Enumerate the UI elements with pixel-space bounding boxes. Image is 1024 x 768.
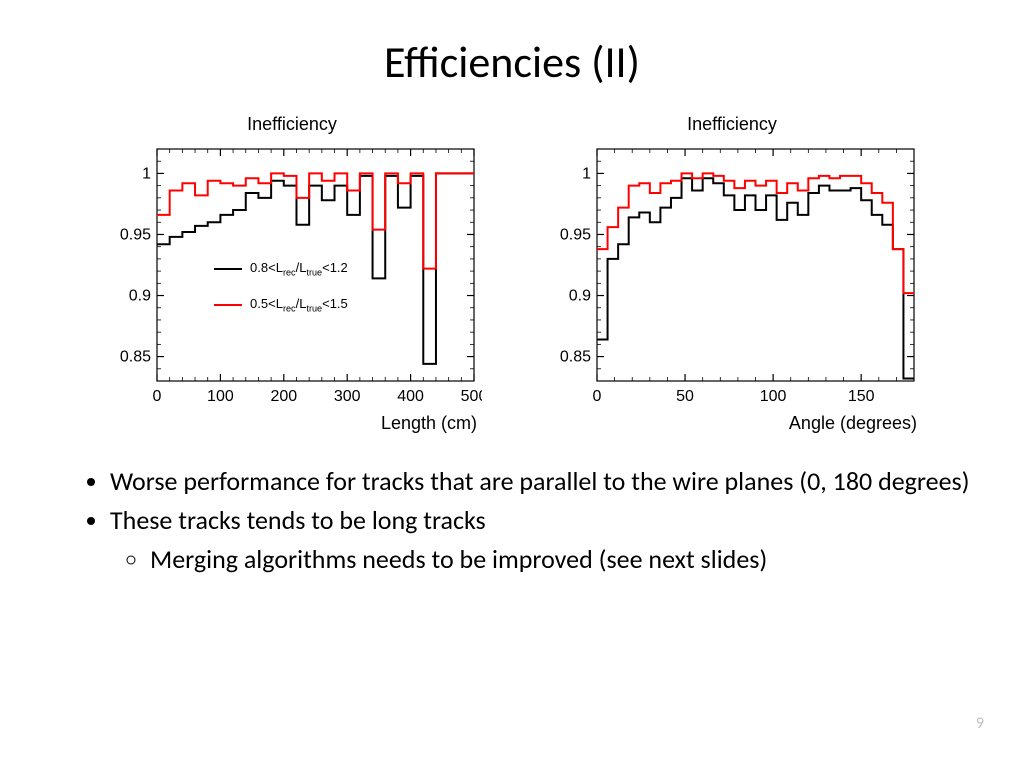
svg-text:300: 300 [334, 388, 361, 405]
chart-right-plot: 0.85 0.9 0.95 1 0 50 100 150 [542, 141, 922, 411]
chart-right: Inefficiency 0.85 0.9 0.95 1 0 50 100 150 Angle… [542, 114, 922, 434]
charts-row: Inefficiency 0.85 0.9 0.95 1 0 100 200 300 400 50… [50, 114, 974, 434]
page-title: Efficiencies (II) [50, 35, 974, 89]
bullet-list: Worse performance for tracks that are pa… [50, 464, 974, 577]
svg-text:0.85: 0.85 [560, 349, 591, 366]
chart-right-svg: 0.85 0.9 0.95 1 0 50 100 150 [542, 141, 922, 411]
svg-text:500: 500 [461, 388, 482, 405]
legend-swatch [214, 268, 242, 270]
chart-right-xlabel: Angle (degrees) [542, 413, 922, 434]
svg-text:0.9: 0.9 [569, 288, 591, 305]
page-number: 9 [976, 714, 984, 733]
slide: Efficiencies (II) Inefficiency 0.850.90.… [0, 0, 1024, 768]
svg-text:0.9: 0.9 [129, 288, 151, 305]
svg-text:0: 0 [593, 388, 602, 405]
svg-text:1: 1 [582, 165, 591, 182]
chart-left-legend: 0.8<Lrec/Ltrue<1.2 0.5<Lrec/Ltrue<1.5 [214, 260, 348, 331]
subbullet-1: Merging algorithms needs to be improved … [150, 542, 974, 577]
svg-text:400: 400 [397, 388, 424, 405]
chart-left-title: Inefficiency [102, 114, 482, 135]
svg-text:100: 100 [207, 388, 234, 405]
legend-item: 0.5<Lrec/Ltrue<1.5 [214, 296, 348, 314]
svg-text:0.95: 0.95 [560, 226, 591, 243]
legend-item: 0.8<Lrec/Ltrue<1.2 [214, 260, 348, 278]
svg-text:0.95: 0.95 [120, 226, 151, 243]
chart-right-title: Inefficiency [542, 114, 922, 135]
legend-label: 0.5<Lrec/Ltrue<1.5 [250, 296, 348, 314]
svg-text:0.85: 0.85 [120, 349, 151, 366]
chart-left: Inefficiency 0.85 0.9 0.95 1 0 100 200 300 400 50… [102, 114, 482, 434]
svg-text:1: 1 [142, 165, 151, 182]
svg-text:0: 0 [153, 388, 162, 405]
chart-left-xlabel: Length (cm) [102, 413, 482, 434]
bullet-2: These tracks tends to be long tracks [110, 503, 974, 538]
svg-text:200: 200 [270, 388, 297, 405]
legend-swatch [214, 304, 242, 306]
chart-left-plot: 0.85 0.9 0.95 1 0 100 200 300 400 500 0.8<Lrec/Lt… [102, 141, 482, 411]
svg-text:100: 100 [760, 388, 787, 405]
legend-label: 0.8<Lrec/Ltrue<1.2 [250, 260, 348, 278]
svg-text:50: 50 [676, 388, 694, 405]
svg-text:150: 150 [848, 388, 875, 405]
bullet-1: Worse performance for tracks that are pa… [110, 464, 974, 499]
